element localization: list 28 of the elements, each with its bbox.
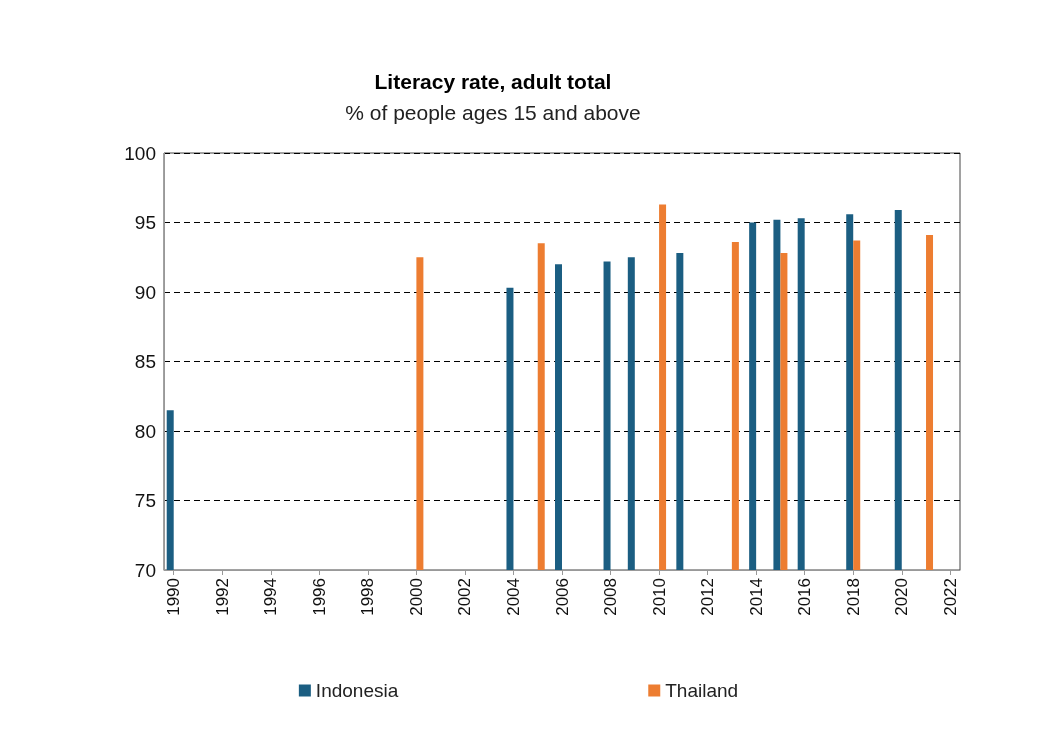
x-tick-label: 2010 [649,578,669,616]
x-tick-label: 2004 [503,578,523,616]
y-tick-label: 95 [134,212,156,233]
y-tick-label: 75 [134,490,156,511]
y-tick-label: 90 [134,281,156,303]
x-tick-label: 2018 [843,578,863,616]
x-tick-label: 2002 [455,578,475,616]
x-tick-label: 2008 [601,578,621,616]
y-tick-label: 85 [134,351,156,372]
x-tick-label: 1994 [261,578,281,616]
x-tick-label: 2014 [746,578,766,616]
chart-title: Literacy rate, adult total [374,70,612,93]
x-tick-label: 2006 [552,578,572,616]
x-tick-label: 2022 [940,578,960,616]
legend-label: Indonesia [315,680,399,701]
legend-label: Thailand [665,680,739,701]
x-tick-label: 1990 [164,578,184,616]
x-tick-label: 1998 [358,578,378,616]
x-tick-label: 2016 [795,578,815,616]
x-tick-label: 1996 [309,578,329,616]
y-tick-label: 70 [134,559,156,581]
y-tick-label: 80 [134,420,156,442]
x-tick-label: 2020 [892,578,912,616]
y-tick-label: 100 [124,142,156,164]
x-tick-label: 2012 [698,578,718,616]
x-tick-label: 1992 [212,578,232,616]
chart-subtitle: % of people ages 15 and above [345,101,641,124]
x-tick-label: 2000 [406,578,426,616]
